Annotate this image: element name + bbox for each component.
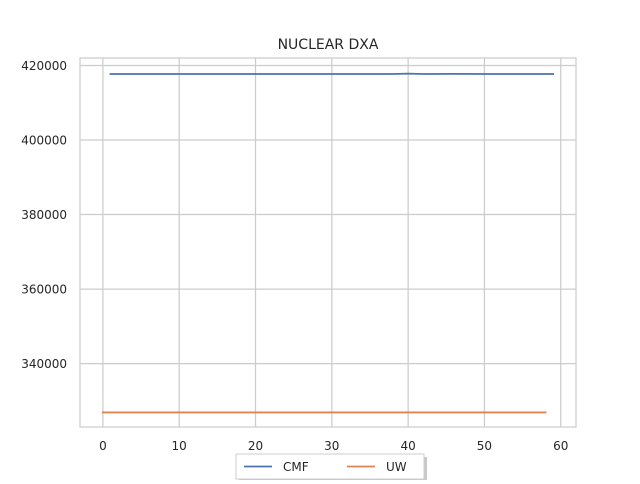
x-tick-label: 60 xyxy=(553,439,568,453)
legend-label-uw: UW xyxy=(386,460,407,474)
chart-title: NUCLEAR DXA xyxy=(278,37,379,53)
y-tick-label: 340000 xyxy=(21,357,67,371)
legend-label-cmf: CMF xyxy=(283,460,309,474)
y-tick-label: 360000 xyxy=(21,283,67,297)
y-tick-label: 400000 xyxy=(21,134,67,148)
y-tick-label: 380000 xyxy=(21,208,67,222)
x-tick-label: 0 xyxy=(99,439,107,453)
x-tick-label: 10 xyxy=(172,439,187,453)
x-tick-label: 40 xyxy=(400,439,415,453)
legend: CMF UW xyxy=(236,454,427,480)
x-tick-label: 50 xyxy=(477,439,492,453)
x-tick-label: 30 xyxy=(324,439,339,453)
y-tick-label: 420000 xyxy=(21,59,67,73)
x-tick-label: 20 xyxy=(248,439,263,453)
